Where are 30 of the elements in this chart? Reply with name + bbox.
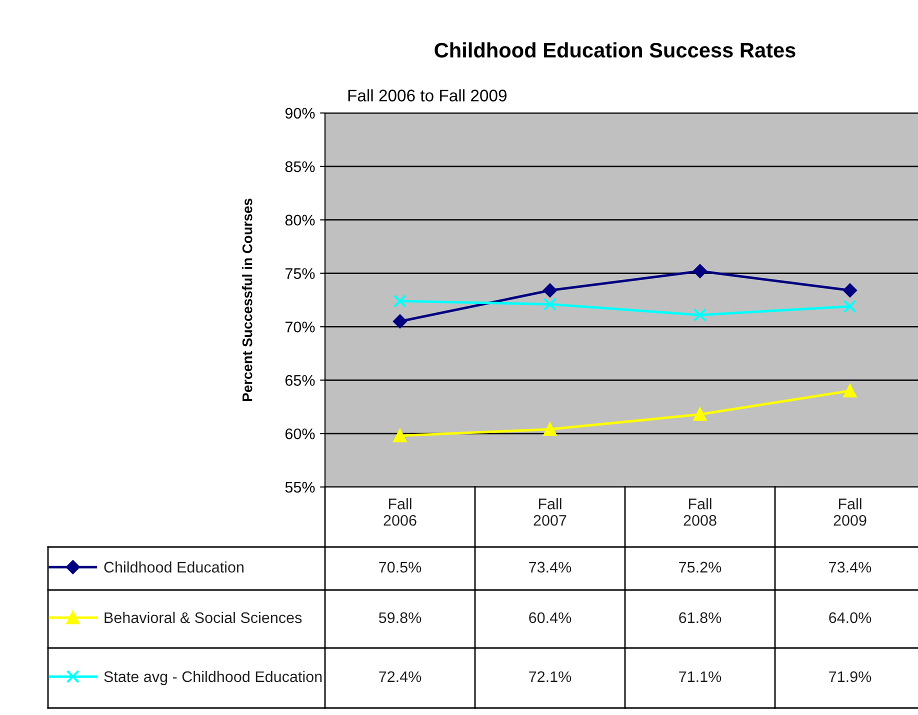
data-label: 61.8% <box>679 612 722 624</box>
x-tick-label: Fall 2009 <box>834 498 866 526</box>
data-label: 59.8% <box>378 612 422 624</box>
y-tick-label: 60% <box>285 428 315 440</box>
chart-subtitle: Fall 2006 to Fall 2009 <box>348 89 506 102</box>
y-tick-label: 65% <box>285 375 315 386</box>
data-label: 75.2% <box>679 562 722 573</box>
chart-title: Childhood Education Success Rates <box>434 42 796 58</box>
data-label: 71.9% <box>829 671 872 682</box>
data-label: 73.4% <box>529 562 572 573</box>
y-tick-label: 75% <box>285 268 315 279</box>
data-label: 70.5% <box>379 562 422 573</box>
data-label: 71.1% <box>679 671 722 682</box>
y-tick-label: 85% <box>285 161 315 172</box>
data-label: 64.0% <box>829 612 872 624</box>
y-tick-label: 90% <box>285 108 315 119</box>
legend-label: Behavioral & Social Sciences <box>104 612 302 624</box>
legend-label: Childhood Education <box>104 561 244 573</box>
y-tick-label: 70% <box>285 322 315 332</box>
legend-label: State avg - Childhood Education <box>104 670 322 686</box>
x-tick-label: Fall 2006 <box>384 498 416 526</box>
y-tick-label: 55% <box>285 482 315 493</box>
x-tick-label: Fall 2008 <box>684 498 716 526</box>
data-label: 72.1% <box>529 671 572 682</box>
data-label: 72.4% <box>379 671 422 682</box>
x-tick-label: Fall 2007 <box>534 498 566 526</box>
data-label: 60.4% <box>529 612 572 624</box>
y-axis-title: Percent Successful in Courses <box>242 198 252 401</box>
y-tick-label: 80% <box>285 214 315 226</box>
data-label: 73.4% <box>829 562 872 573</box>
